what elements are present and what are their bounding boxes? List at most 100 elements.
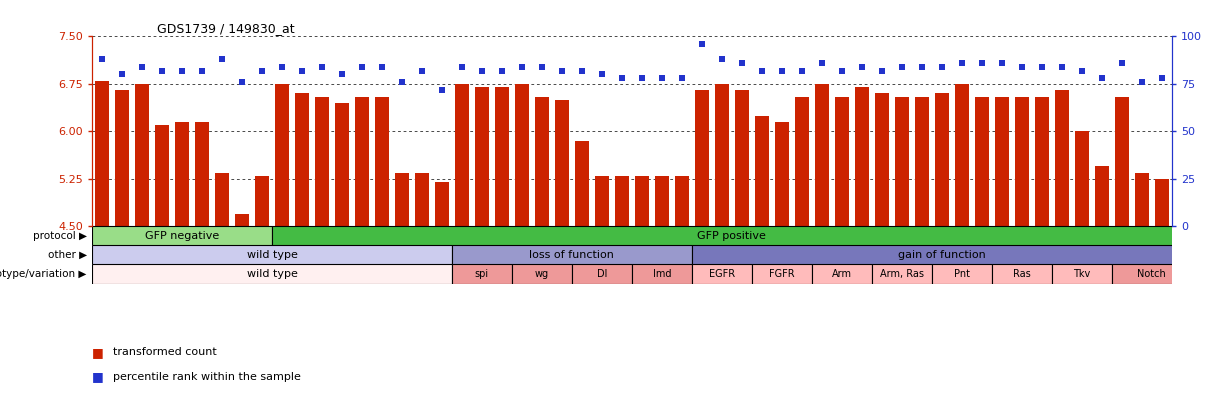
Bar <box>555 100 569 226</box>
Point <box>472 67 492 74</box>
Bar <box>931 264 991 284</box>
Bar <box>512 264 572 284</box>
Point <box>352 64 372 70</box>
Bar <box>815 84 829 226</box>
Text: Notch: Notch <box>1137 269 1166 279</box>
Bar <box>1055 90 1069 226</box>
Bar <box>752 264 812 284</box>
Bar <box>452 245 692 264</box>
Bar <box>155 125 169 226</box>
Text: spi: spi <box>475 269 490 279</box>
Text: Dl: Dl <box>596 269 607 279</box>
Point <box>772 67 791 74</box>
Bar <box>1052 264 1112 284</box>
Bar <box>775 122 789 226</box>
Point <box>232 79 252 85</box>
Bar <box>335 103 348 226</box>
Bar <box>315 97 329 226</box>
Point <box>612 75 632 81</box>
Point <box>253 67 272 74</box>
Text: ■: ■ <box>92 346 104 359</box>
Bar <box>694 90 709 226</box>
Bar <box>715 84 729 226</box>
Point <box>733 60 752 66</box>
Text: percentile rank within the sample: percentile rank within the sample <box>113 372 301 382</box>
Bar <box>1155 179 1169 226</box>
Point <box>1112 60 1131 66</box>
Bar <box>735 90 748 226</box>
Point <box>892 64 912 70</box>
Text: Tkv: Tkv <box>1074 269 1091 279</box>
Bar <box>595 176 609 226</box>
Text: EGFR: EGFR <box>709 269 735 279</box>
Bar <box>872 264 931 284</box>
Point <box>552 67 572 74</box>
Point <box>972 60 991 66</box>
Bar <box>795 97 809 226</box>
Point <box>193 67 212 74</box>
Bar <box>452 264 512 284</box>
Bar <box>236 214 249 226</box>
Text: wild type: wild type <box>247 250 297 260</box>
Bar <box>974 97 989 226</box>
Point <box>712 56 731 62</box>
Point <box>412 67 432 74</box>
Bar <box>275 84 290 226</box>
Bar <box>834 97 849 226</box>
Point <box>432 86 452 93</box>
Point <box>933 64 952 70</box>
Bar <box>894 97 909 226</box>
Point <box>1072 67 1092 74</box>
Bar <box>935 94 948 226</box>
Text: Arm: Arm <box>832 269 852 279</box>
Point <box>333 71 352 78</box>
Bar <box>755 116 769 226</box>
Text: GDS1739 / 149830_at: GDS1739 / 149830_at <box>157 22 294 35</box>
Point <box>533 64 552 70</box>
Text: ■: ■ <box>92 370 104 383</box>
Point <box>212 56 232 62</box>
Bar <box>855 87 869 226</box>
Point <box>692 41 712 47</box>
Point <box>593 71 612 78</box>
Bar <box>634 176 649 226</box>
Bar <box>92 264 452 284</box>
Point <box>952 60 972 66</box>
Text: Arm, Ras: Arm, Ras <box>880 269 924 279</box>
Text: other ▶: other ▶ <box>48 250 87 260</box>
Bar <box>1115 97 1129 226</box>
Text: GFP negative: GFP negative <box>145 231 220 241</box>
Bar <box>1075 132 1088 226</box>
Bar <box>255 176 269 226</box>
Text: transformed count: transformed count <box>113 347 217 357</box>
Point <box>1032 64 1052 70</box>
Point <box>632 75 652 81</box>
Bar <box>575 141 589 226</box>
Bar <box>94 81 109 226</box>
Bar <box>692 264 752 284</box>
Bar <box>535 97 548 226</box>
Bar <box>955 84 969 226</box>
Point <box>92 56 112 62</box>
Text: Imd: Imd <box>653 269 671 279</box>
Text: protocol ▶: protocol ▶ <box>33 231 87 241</box>
Point <box>492 67 512 74</box>
Bar <box>1015 97 1028 226</box>
Point <box>393 79 412 85</box>
Bar <box>1135 173 1148 226</box>
Point <box>1133 79 1152 85</box>
Bar <box>875 94 888 226</box>
Bar <box>632 264 692 284</box>
Bar <box>272 226 1191 245</box>
Point <box>312 64 331 70</box>
Text: gain of function: gain of function <box>898 250 985 260</box>
Point <box>793 67 812 74</box>
Point <box>272 64 292 70</box>
Bar <box>115 90 129 226</box>
Point <box>852 64 871 70</box>
Point <box>292 67 312 74</box>
Bar <box>692 245 1191 264</box>
Point <box>672 75 692 81</box>
Text: GFP positive: GFP positive <box>697 231 767 241</box>
Bar <box>294 94 309 226</box>
